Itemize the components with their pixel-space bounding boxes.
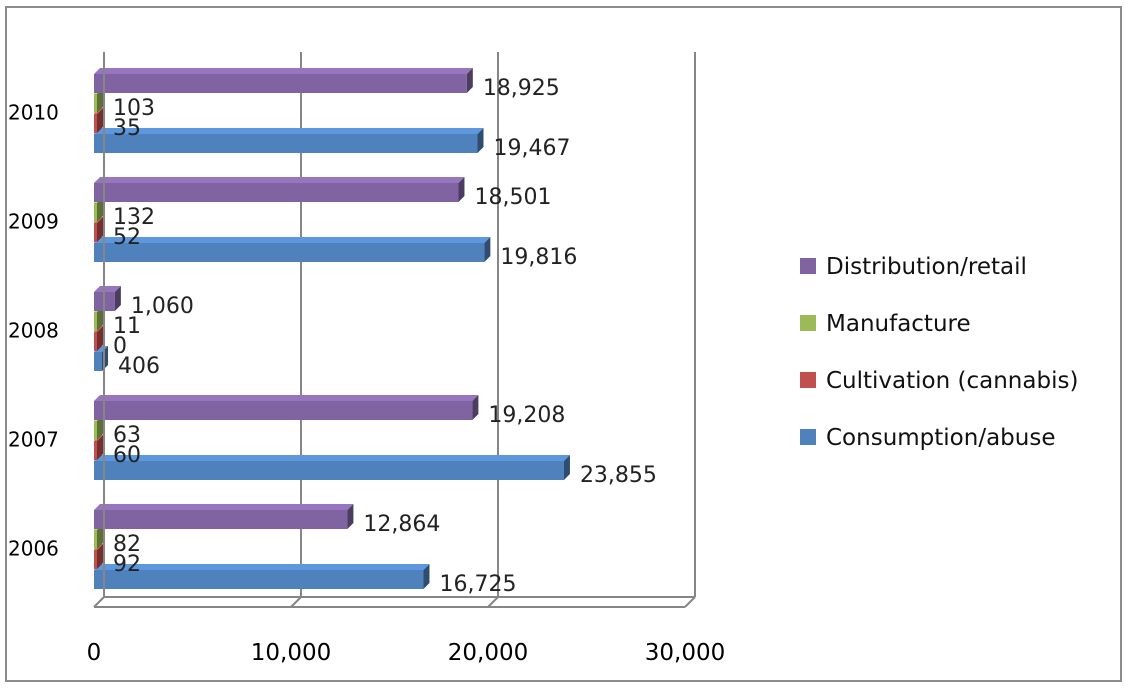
data-label: 92 (113, 552, 141, 577)
bar-end-face (97, 544, 103, 569)
bar-end-face (484, 237, 491, 262)
data-label: 63 (113, 423, 141, 448)
y-tick-label: 2010 (8, 101, 59, 125)
legend-swatch (800, 258, 816, 274)
data-label: 0 (113, 334, 127, 359)
bar-distribution-retail-2010 (94, 74, 467, 93)
data-label: 12,864 (363, 512, 440, 537)
bar-cultivation-cannabis--2007 (94, 441, 97, 460)
bar-manufacture-2009 (94, 203, 97, 222)
legend-label: Consumption/abuse (826, 425, 1055, 451)
bar-end-face (466, 68, 473, 93)
data-label: 11 (113, 314, 141, 339)
bar-top-face (94, 68, 473, 74)
data-label: 60 (113, 443, 141, 468)
legend-swatch (800, 315, 816, 331)
bar-distribution-retail-2007 (94, 401, 473, 420)
bar-end-face (472, 395, 479, 420)
bar-distribution-retail-2009 (94, 183, 459, 202)
bar-end-face (347, 504, 354, 529)
bar-top-face (94, 504, 354, 510)
bar-manufacture-2010 (94, 94, 97, 113)
chart-axes: 2006 2007 2008 2009 2010 0 10,000 20,000 30,000 (8, 52, 725, 666)
data-label: 18,501 (474, 185, 551, 210)
legend-swatch (800, 372, 816, 388)
bar-end-face (97, 435, 103, 460)
data-label: 1,060 (131, 294, 194, 319)
bar-end-face (97, 306, 103, 331)
bar-manufacture-2008 (94, 312, 97, 331)
bar-consumption-abuse-2008 (94, 352, 102, 371)
floor-depth-line (684, 596, 696, 608)
bar-end-face (114, 286, 121, 311)
bar-end-face (97, 217, 103, 242)
y-tick-label: 2008 (8, 319, 59, 343)
y-tick-label: 2007 (8, 428, 59, 452)
bar-top-face (94, 564, 430, 570)
bar-end-face (563, 455, 570, 480)
y-tick-label: 2009 (8, 210, 59, 234)
bar-consumption-abuse-2009 (94, 243, 485, 262)
bar-manufacture-2007 (94, 421, 97, 440)
bar-manufacture-2006 (94, 530, 97, 549)
bar-end-face (97, 524, 103, 549)
bar-end-face (477, 128, 484, 153)
bar-end-face (97, 415, 103, 440)
legend-label: Distribution/retail (826, 254, 1027, 280)
floor-depth-line (487, 596, 499, 608)
legend-label: Manufacture (826, 311, 971, 337)
legend-label: Cultivation (cannabis) (826, 368, 1078, 394)
bar-top-face (94, 286, 121, 292)
x-tick-label: 0 (87, 640, 102, 666)
y-tick-label: 2006 (8, 537, 59, 561)
bar-top-face (94, 395, 479, 401)
floor-depth-line (290, 596, 302, 608)
data-label: 19,816 (500, 245, 577, 270)
data-label: 103 (113, 96, 155, 121)
bar-consumption-abuse-2007 (94, 461, 564, 480)
data-label: 18,925 (483, 76, 560, 101)
bar-consumption-abuse-2010 (94, 134, 478, 153)
bar-end-face (97, 108, 103, 133)
bar-distribution-retail-2006 (94, 510, 348, 529)
x-tick-label: 20,000 (448, 640, 528, 666)
x-tick-label: 10,000 (251, 640, 331, 666)
bar-cultivation-cannabis--2009 (94, 223, 97, 242)
bar-top-face (94, 128, 484, 134)
bar-cultivation-cannabis--2006 (94, 550, 97, 569)
bar-end-face (97, 88, 103, 113)
data-label: 406 (118, 354, 160, 379)
bar-cultivation-cannabis--2008 (94, 332, 97, 351)
bar-top-face (94, 237, 491, 243)
chart-legend: Distribution/retail Manufacture Cultivatio… (800, 254, 1078, 451)
bar-end-face (458, 177, 465, 202)
data-label: 16,725 (439, 572, 516, 597)
data-label: 82 (113, 532, 141, 557)
bar-consumption-abuse-2006 (94, 570, 424, 589)
data-label: 52 (113, 225, 141, 250)
x-tick-label: 30,000 (645, 640, 725, 666)
bar-cultivation-cannabis--2010 (94, 114, 97, 133)
data-label: 19,208 (488, 403, 565, 428)
bar-end-face (97, 326, 103, 351)
data-label: 19,467 (493, 136, 570, 161)
bar-end-face (423, 564, 430, 589)
bar-top-face (94, 177, 465, 183)
chart-bars (94, 68, 570, 589)
legend-swatch (800, 429, 816, 445)
data-label: 132 (113, 205, 155, 230)
data-label: 23,855 (580, 463, 657, 488)
data-label: 35 (113, 116, 141, 141)
bar-end-face (97, 197, 103, 222)
bar-top-face (94, 455, 570, 461)
floor-depth-line (93, 596, 105, 608)
